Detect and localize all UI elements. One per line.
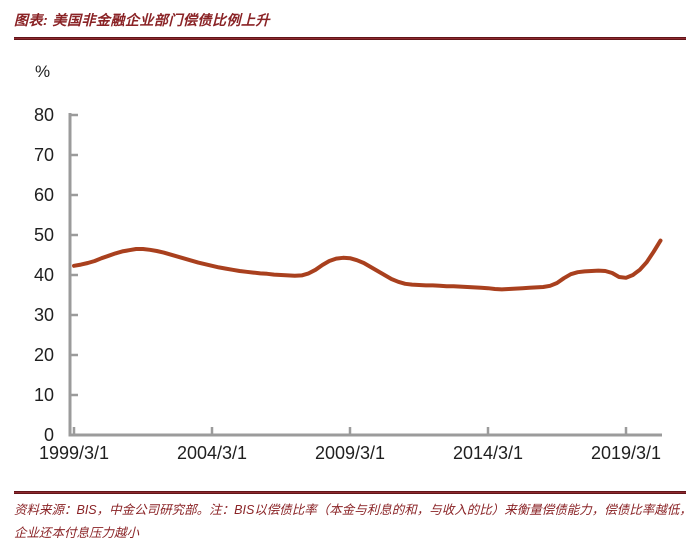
title-divider-rule	[14, 37, 686, 40]
x-axis-label: 2019/3/1	[590, 443, 662, 463]
y-axis-unit-label: %	[35, 62, 51, 81]
x-axis-label: 2004/3/1	[176, 443, 248, 463]
footer-divider-rule	[14, 491, 686, 494]
page-title: 图表: 美国非金融企业部门偿债比例上升	[14, 12, 271, 28]
y-axis-label: 30	[33, 305, 54, 325]
y-axis-label: 70	[33, 145, 54, 165]
y-axis-label: 40	[33, 265, 54, 285]
source-note: 资料来源：BIS，中金公司研究部。注：BIS以偿债比率（本金与利息的和，与收入的…	[14, 503, 692, 540]
x-axis-label: 2009/3/1	[314, 443, 386, 463]
y-axis-label: 60	[33, 185, 54, 205]
y-axis-label: 50	[33, 225, 54, 245]
y-axis-label: 20	[33, 345, 54, 365]
x-axis-label: 2014/3/1	[452, 443, 524, 463]
x-axis-label: 1999/3/1	[38, 443, 110, 463]
debt-service-ratio-line	[72, 238, 663, 292]
y-axis-label: 10	[33, 385, 54, 405]
y-axis-label: 80	[33, 105, 54, 125]
y-axis-label: 0	[43, 425, 54, 445]
